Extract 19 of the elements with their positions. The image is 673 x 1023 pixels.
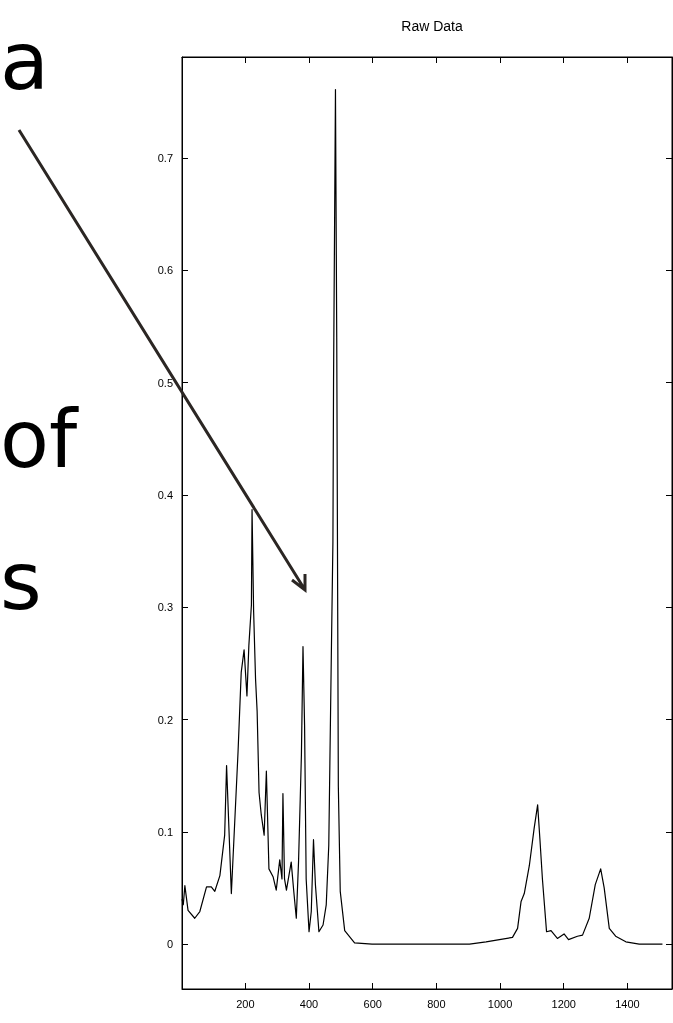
y-tick-label: 0.5 [157, 376, 173, 389]
x-tick-label: 1200 [551, 997, 576, 1010]
text: a [0, 15, 50, 108]
y-tick-label: 0.7 [157, 152, 173, 165]
y-tick-label: 0.1 [157, 825, 173, 838]
y-tick-label: 0.3 [157, 601, 173, 614]
x-tick-label: 200 [236, 997, 255, 1010]
y-tick-label: 0.6 [157, 264, 173, 277]
y-tick-label: 0.4 [157, 488, 173, 501]
x-tick-label: 800 [427, 997, 446, 1010]
x-tick-label: 1400 [615, 997, 640, 1010]
y-tick-label: 0.2 [157, 713, 173, 726]
x-tick-label: 1000 [487, 997, 513, 1010]
x-tick-label: 400 [299, 997, 319, 1010]
text: s [0, 535, 42, 628]
chart-title: Raw Data [401, 18, 463, 34]
x-tick-label: 600 [363, 997, 382, 1010]
y-tick-label: 0 [166, 938, 173, 951]
text: of [0, 393, 78, 486]
